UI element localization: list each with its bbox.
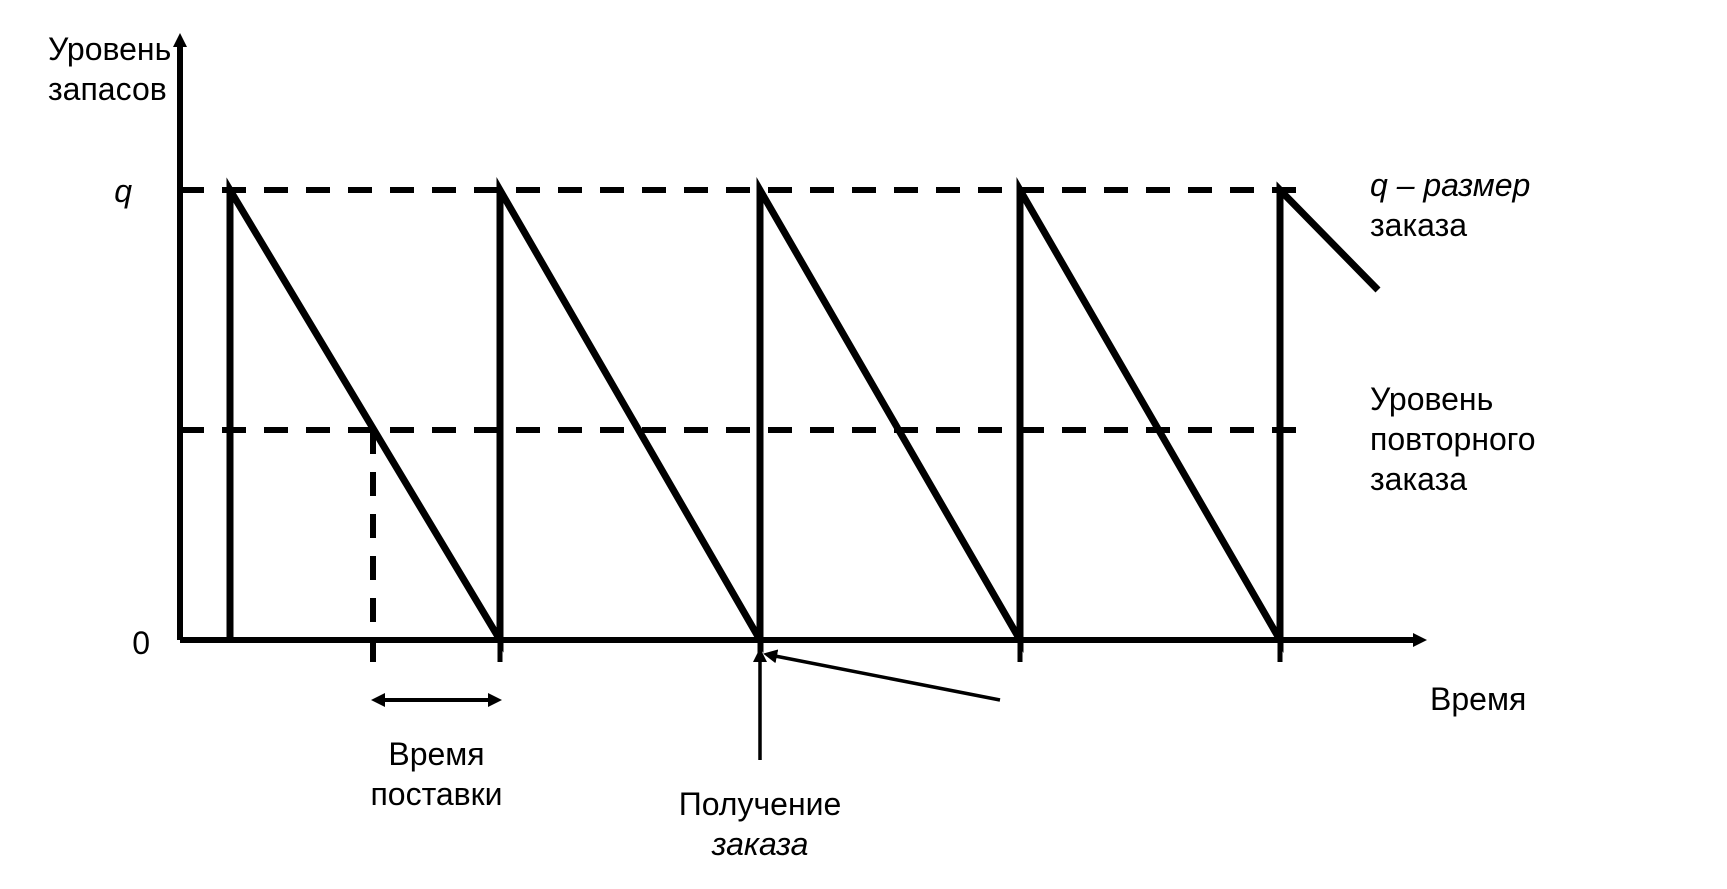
lead-time-label-1: Время bbox=[388, 736, 484, 772]
reorder-label-3: заказа bbox=[1370, 461, 1467, 497]
reorder-label-1: Уровень bbox=[1370, 381, 1493, 417]
reorder-label-2: повторного bbox=[1370, 421, 1536, 457]
lead-time-label-2: поставки bbox=[370, 776, 502, 812]
y-axis-title: Уровень bbox=[48, 31, 171, 67]
x-axis-title: Время bbox=[1430, 681, 1526, 717]
receipt-label-1: Получение bbox=[679, 786, 842, 822]
receipt-label-2: заказа bbox=[711, 826, 809, 862]
y-axis-title-2: запасов bbox=[48, 71, 167, 107]
zero-tick-label: 0 bbox=[132, 625, 150, 661]
q-tick-label: q bbox=[114, 173, 132, 209]
q-size-label-1: q – размер bbox=[1370, 167, 1530, 203]
q-size-label-2: заказа bbox=[1370, 207, 1467, 243]
